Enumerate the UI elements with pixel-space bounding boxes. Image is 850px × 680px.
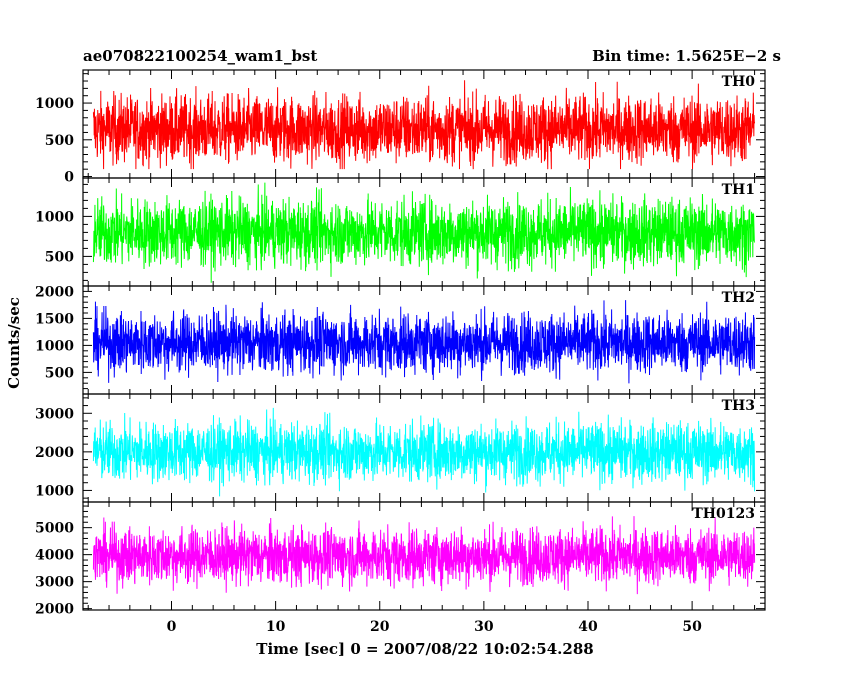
x-tick-label: 10 xyxy=(266,619,286,635)
y-tick-label: 0 xyxy=(64,170,74,186)
series-line-th1 xyxy=(92,182,756,283)
y-tick-label: 3000 xyxy=(35,575,74,591)
panel-frame xyxy=(82,501,766,611)
x-tick-label: 20 xyxy=(370,619,390,635)
series-label: TH1 xyxy=(722,182,755,198)
series-line-th0123 xyxy=(92,516,756,595)
series-line-th0 xyxy=(92,80,756,170)
series-label: TH0 xyxy=(722,74,756,90)
panel-th1: TH1 500 1000 xyxy=(35,177,766,287)
y-tick-label: 500 xyxy=(45,365,74,381)
panels: TH005001000TH15001000TH2500100015002000T… xyxy=(35,69,766,635)
panel-th3: TH3 1000 2000 3000 xyxy=(35,393,766,503)
panel-th2: TH2 500 1000 1500 2000 xyxy=(35,284,766,395)
y-tick-label: 2000 xyxy=(35,284,74,300)
x-axis-label: Time [sec] 0 = 2007/08/22 10:02:54.288 xyxy=(256,640,593,658)
bin-time-label: Bin time: 1.5625E−2 s xyxy=(592,47,781,65)
y-tick-label: 2000 xyxy=(35,445,74,461)
series-label: TH2 xyxy=(722,290,755,306)
y-tick-label: 1000 xyxy=(35,96,74,112)
panel-th0123: TH0123 2000 3000 4000 5000 xyxy=(35,501,766,618)
y-tick-label: 4000 xyxy=(35,548,74,564)
y-tick-label: 3000 xyxy=(35,406,74,422)
series-label: TH3 xyxy=(722,398,755,414)
y-tick-label: 500 xyxy=(45,133,74,149)
x-tick-label: 40 xyxy=(578,619,598,635)
y-tick-label: 2000 xyxy=(35,602,74,618)
y-tick-label: 1000 xyxy=(35,338,74,354)
x-tick-label: 30 xyxy=(474,619,494,635)
y-tick-label: 5000 xyxy=(35,521,74,537)
y-tick-label: 1000 xyxy=(35,483,74,499)
y-tick-label: 1000 xyxy=(35,209,74,225)
y-axis-label: Counts/sec xyxy=(5,297,23,389)
x-tick-label: 0 xyxy=(167,619,177,635)
x-tick-label: 50 xyxy=(682,619,702,635)
y-tick-label: 500 xyxy=(45,249,74,265)
series-line-th3 xyxy=(92,407,756,497)
chart-title: ae070822100254_wam1_bst xyxy=(83,47,317,65)
series-label: TH0123 xyxy=(692,506,755,522)
panel-th0: TH0 0 500 1000 xyxy=(35,69,766,186)
y-tick-label: 1500 xyxy=(35,311,74,327)
series-line-th2 xyxy=(92,300,756,384)
